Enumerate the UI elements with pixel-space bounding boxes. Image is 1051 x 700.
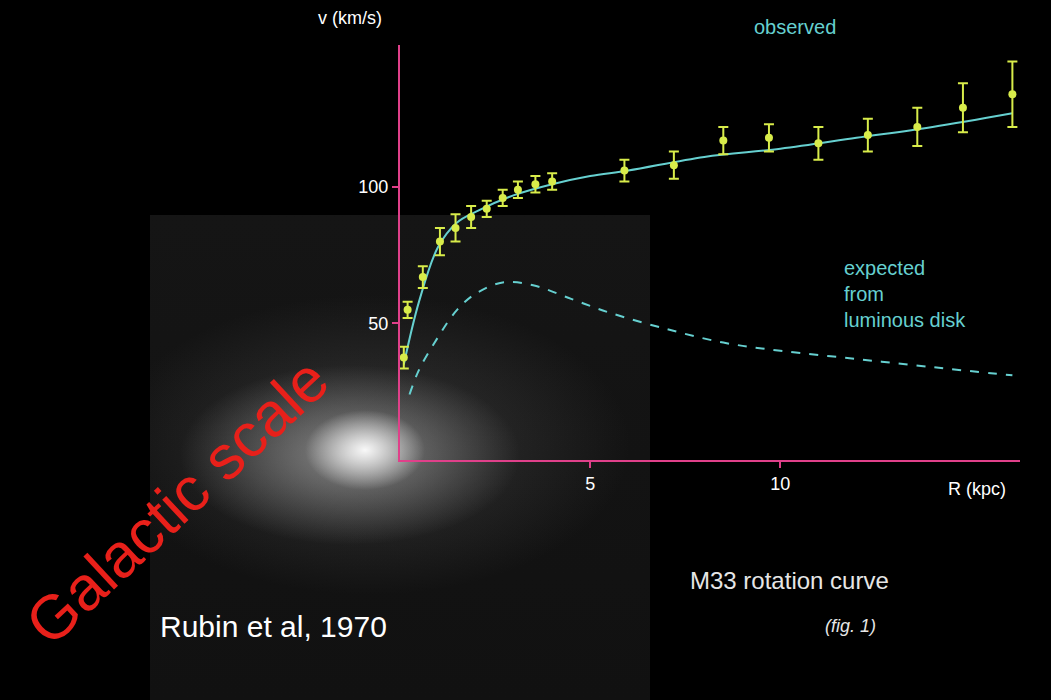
svg-text:M33 rotation curve: M33 rotation curve (690, 567, 889, 594)
svg-text:50: 50 (368, 314, 388, 334)
svg-text:5: 5 (585, 474, 595, 494)
svg-text:Rubin et al, 1970: Rubin et al, 1970 (160, 610, 387, 643)
svg-text:R (kpc): R (kpc) (948, 479, 1006, 499)
svg-text:expectedfromluminous disk: expectedfromluminous disk (844, 257, 966, 331)
svg-text:Galactic scale: Galactic scale (12, 345, 341, 659)
svg-text:v (km/s): v (km/s) (318, 8, 382, 28)
svg-text:100: 100 (358, 177, 388, 197)
svg-text:10: 10 (770, 474, 790, 494)
svg-text:observed: observed (754, 16, 836, 38)
svg-text:(fig. 1): (fig. 1) (825, 616, 876, 636)
